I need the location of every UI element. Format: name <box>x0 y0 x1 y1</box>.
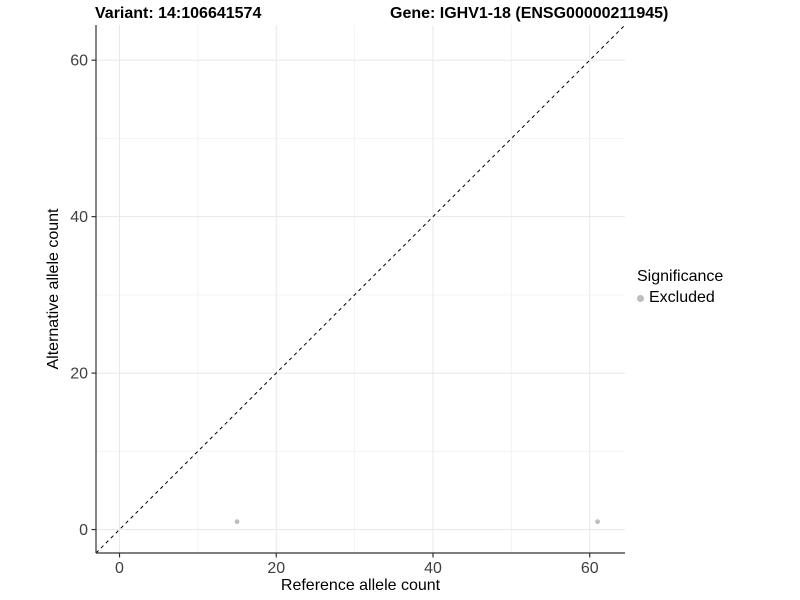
y-tick-label: 60 <box>70 53 88 70</box>
legend: Significance Excluded <box>637 268 723 307</box>
legend-point-icon <box>637 294 644 302</box>
legend-item-label: Excluded <box>649 289 715 306</box>
x-tick-label: 0 <box>115 560 124 577</box>
legend-item-excluded: Excluded <box>637 289 723 307</box>
gene-title: Gene: IGHV1-18 (ENSG00000211945) <box>390 5 669 22</box>
y-tick-label: 20 <box>70 366 88 383</box>
x-tick-label: 40 <box>424 560 442 577</box>
data-point <box>595 519 600 525</box>
y-tick-label: 40 <box>70 209 88 226</box>
y-tick-label: 0 <box>79 522 88 539</box>
x-axis-title: Reference allele count <box>280 577 441 594</box>
x-tick-label: 20 <box>267 560 285 577</box>
identity-line <box>95 24 626 554</box>
data-point <box>234 519 240 525</box>
legend-title: Significance <box>637 268 724 285</box>
variant-title: Variant: 14:106641574 <box>95 5 262 22</box>
x-tick-label: 60 <box>581 560 599 577</box>
